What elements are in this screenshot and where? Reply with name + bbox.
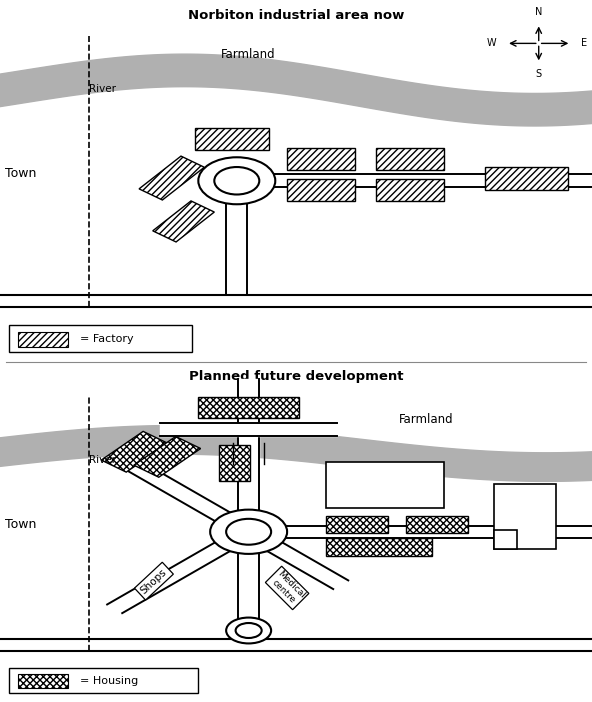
Text: = Housing: = Housing <box>80 676 138 686</box>
Text: Norbiton industrial area now: Norbiton industrial area now <box>188 9 404 22</box>
Bar <box>376 179 444 201</box>
Text: Farmland: Farmland <box>221 48 276 61</box>
Text: N: N <box>535 7 542 18</box>
Bar <box>219 445 250 481</box>
Bar <box>134 437 201 477</box>
Text: Town: Town <box>5 519 36 531</box>
Bar <box>326 538 432 555</box>
Circle shape <box>236 623 262 638</box>
Bar <box>287 148 355 170</box>
FancyBboxPatch shape <box>9 668 198 694</box>
Text: Shops: Shops <box>139 567 169 595</box>
Bar <box>101 432 168 472</box>
Text: River: River <box>89 84 116 93</box>
Circle shape <box>214 167 259 194</box>
Text: E: E <box>581 39 587 48</box>
Text: Town: Town <box>5 167 36 180</box>
Text: Farmland: Farmland <box>399 413 453 426</box>
Circle shape <box>226 618 271 644</box>
Circle shape <box>210 510 287 554</box>
Text: W: W <box>487 39 496 48</box>
Bar <box>198 397 299 418</box>
Text: Planned future development: Planned future development <box>189 370 403 383</box>
Text: S: S <box>536 69 542 79</box>
Bar <box>153 201 214 242</box>
Text: Medical
centre: Medical centre <box>268 569 306 607</box>
Bar <box>326 462 444 508</box>
Text: River: River <box>89 456 116 465</box>
Bar <box>287 179 355 201</box>
Bar <box>18 674 68 689</box>
Bar <box>494 484 556 549</box>
Text: = Factory: = Factory <box>80 334 134 344</box>
Bar <box>376 148 444 170</box>
Text: School: School <box>521 499 530 534</box>
Bar <box>326 516 388 534</box>
Bar <box>406 516 468 534</box>
Bar <box>494 530 517 549</box>
Text: Playground: Playground <box>355 480 414 490</box>
Circle shape <box>198 157 275 204</box>
Circle shape <box>226 519 271 545</box>
Bar <box>18 332 68 347</box>
FancyBboxPatch shape <box>9 326 192 352</box>
Bar <box>139 156 204 200</box>
Bar <box>485 167 568 190</box>
Bar <box>195 128 269 150</box>
